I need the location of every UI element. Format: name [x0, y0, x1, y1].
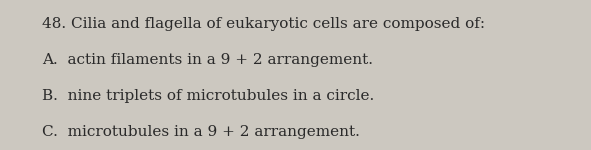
Text: B.  nine triplets of microtubules in a circle.: B. nine triplets of microtubules in a ci…	[42, 89, 374, 103]
Text: A.  actin filaments in a 9 + 2 arrangement.: A. actin filaments in a 9 + 2 arrangemen…	[42, 53, 373, 67]
Text: C.  microtubules in a 9 + 2 arrangement.: C. microtubules in a 9 + 2 arrangement.	[42, 125, 359, 139]
Text: 48. Cilia and flagella of eukaryotic cells are composed of:: 48. Cilia and flagella of eukaryotic cel…	[42, 17, 485, 31]
